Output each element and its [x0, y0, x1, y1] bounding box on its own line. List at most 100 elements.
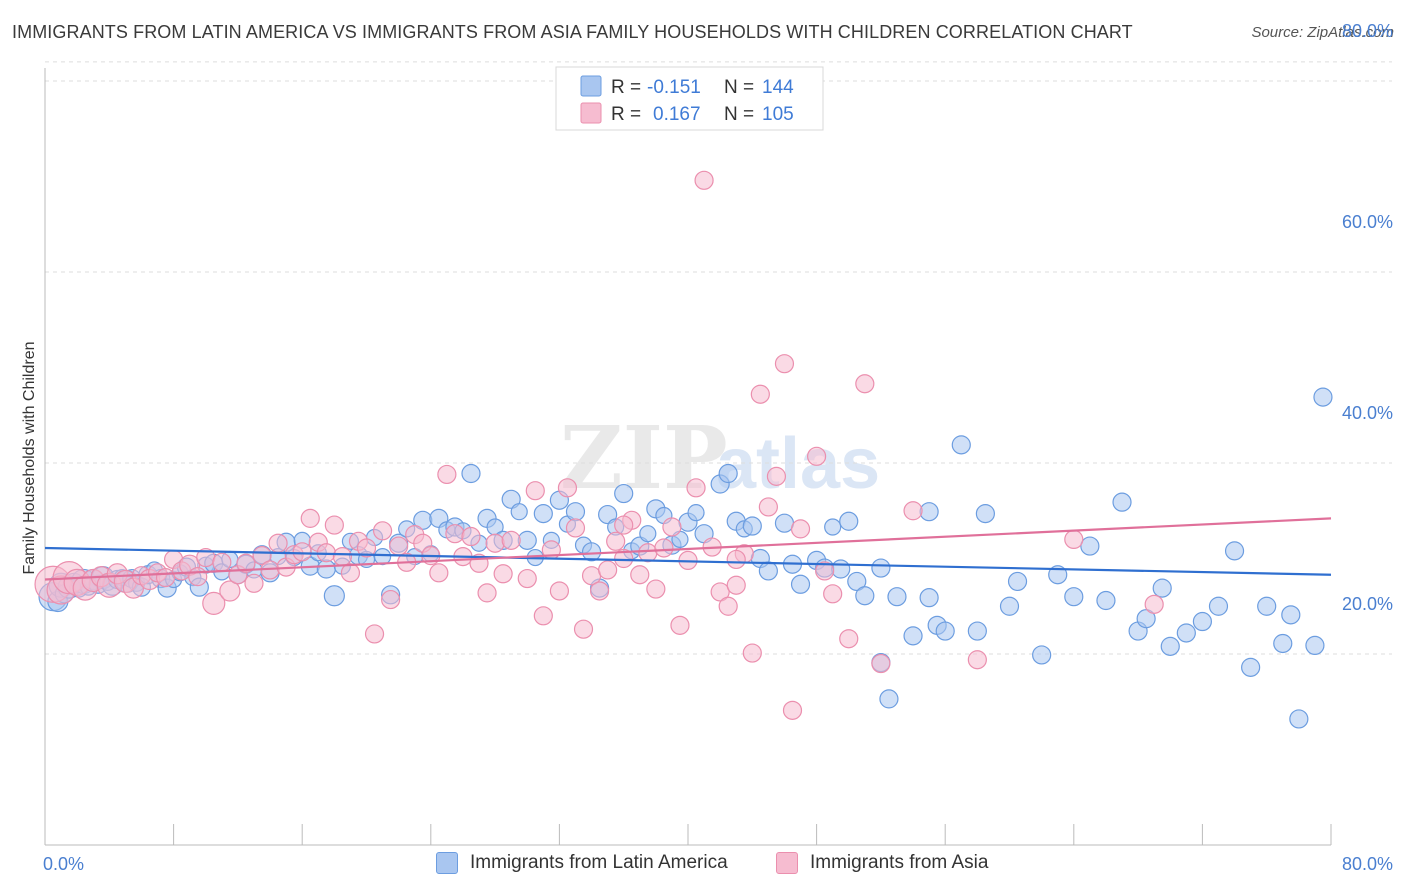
point-asia: [750, 384, 770, 404]
point-asia: [718, 596, 738, 616]
legend-n-label: N =: [724, 77, 754, 98]
point-latin-america: [1152, 578, 1172, 598]
point-asia: [356, 538, 377, 558]
point-asia: [614, 548, 634, 569]
point-asia: [364, 624, 385, 644]
point-asia: [1144, 594, 1164, 614]
point-asia: [654, 538, 674, 558]
point-latin-america: [614, 483, 634, 504]
point-asia: [155, 567, 176, 588]
point-latin-america: [1273, 633, 1293, 654]
point-latin-america: [831, 559, 851, 579]
point-latin-america: [1305, 635, 1325, 656]
point-latin-america: [1224, 541, 1245, 561]
point-asia: [646, 579, 666, 599]
point-asia: [638, 543, 658, 563]
point-latin-america: [1064, 587, 1084, 607]
point-asia: [589, 581, 610, 601]
legend-label: Immigrants from Latin America: [470, 852, 728, 873]
legend-n-value: 144: [762, 77, 794, 98]
legend-n-label: N =: [724, 104, 754, 125]
point-asia: [461, 526, 481, 547]
point-latin-america: [1192, 611, 1213, 632]
point-asia: [437, 464, 457, 485]
point-asia: [188, 567, 208, 587]
point-asia: [557, 478, 578, 498]
point-latin-america: [1289, 709, 1309, 729]
point-asia: [252, 546, 272, 566]
point-latin-america: [887, 587, 907, 607]
point-asia: [236, 553, 256, 573]
y-tick-labels: 20.0% 40.0% 60.0% 80.0%: [1342, 21, 1393, 614]
point-latin-america: [1096, 590, 1116, 611]
point-asia: [493, 564, 513, 584]
point-asia: [292, 542, 312, 562]
point-asia: [871, 653, 891, 674]
point-asia: [300, 508, 320, 528]
legend-r-label: R =: [611, 77, 641, 98]
point-asia: [485, 533, 505, 553]
point-asia: [332, 546, 352, 567]
point-latin-america: [598, 504, 618, 525]
point-latin-america: [774, 513, 795, 533]
point-asia: [670, 615, 690, 635]
point-latin-america: [1160, 636, 1180, 656]
point-asia: [219, 580, 241, 602]
point-latin-america: [581, 542, 602, 562]
point-latin-america: [951, 435, 971, 455]
point-asia: [445, 524, 465, 544]
point-latin-america: [639, 525, 657, 543]
point-latin-america: [1112, 492, 1132, 512]
point-latin-america: [1007, 571, 1028, 592]
point-asia: [782, 700, 803, 720]
watermark: ZIP atlas: [560, 408, 880, 509]
point-asia: [839, 629, 859, 649]
point-asia: [573, 619, 594, 639]
point-latin-america: [1136, 609, 1156, 629]
point-asia: [244, 573, 264, 593]
point-asia: [202, 591, 226, 615]
point-latin-america: [999, 596, 1020, 616]
point-latin-america: [879, 689, 899, 709]
y-tick-label: 60.0%: [1342, 212, 1393, 232]
trend-lines: [44, 517, 1332, 581]
point-latin-america: [790, 574, 811, 594]
x-tick-label: 0.0%: [43, 854, 84, 874]
point-latin-america: [316, 559, 336, 579]
legend-item-asia: Immigrants from Asia: [776, 852, 988, 874]
legend-r-value: 0.167: [653, 104, 701, 125]
y-tick-label: 40.0%: [1342, 403, 1393, 423]
point-asia: [501, 530, 521, 550]
y-tick-label: 80.0%: [1342, 21, 1393, 41]
point-asia: [614, 515, 634, 535]
point-asia: [525, 481, 545, 501]
point-latin-america: [919, 588, 939, 608]
point-asia: [790, 519, 811, 539]
point-asia: [806, 446, 827, 466]
point-asia: [903, 501, 923, 521]
trend-line-asia: [44, 517, 1332, 581]
point-latin-america: [1241, 657, 1261, 677]
point-asia: [686, 478, 706, 498]
point-asia: [1064, 529, 1084, 550]
legend: R = -0.151 N = 144 R = 0.167 N = 105: [555, 66, 824, 131]
point-latin-america: [967, 621, 987, 641]
legend-swatch-pink: [580, 102, 602, 124]
point-asia: [268, 533, 288, 553]
point-latin-america: [1257, 596, 1277, 616]
point-latin-america: [839, 511, 859, 531]
point-latin-america: [1080, 536, 1100, 556]
x-tick-label: 80.0%: [1342, 854, 1393, 874]
point-latin-america: [919, 502, 939, 522]
axes: [44, 68, 1332, 846]
point-latin-america: [824, 518, 842, 536]
point-asia: [565, 518, 586, 538]
legend-swatch-pink: [776, 852, 798, 874]
point-asia: [549, 581, 570, 601]
point-asia: [381, 589, 401, 610]
point-latin-america: [517, 530, 537, 550]
legend-n-value: 105: [762, 104, 794, 125]
point-latin-america: [461, 463, 481, 484]
legend-label: Immigrants from Asia: [810, 852, 989, 873]
